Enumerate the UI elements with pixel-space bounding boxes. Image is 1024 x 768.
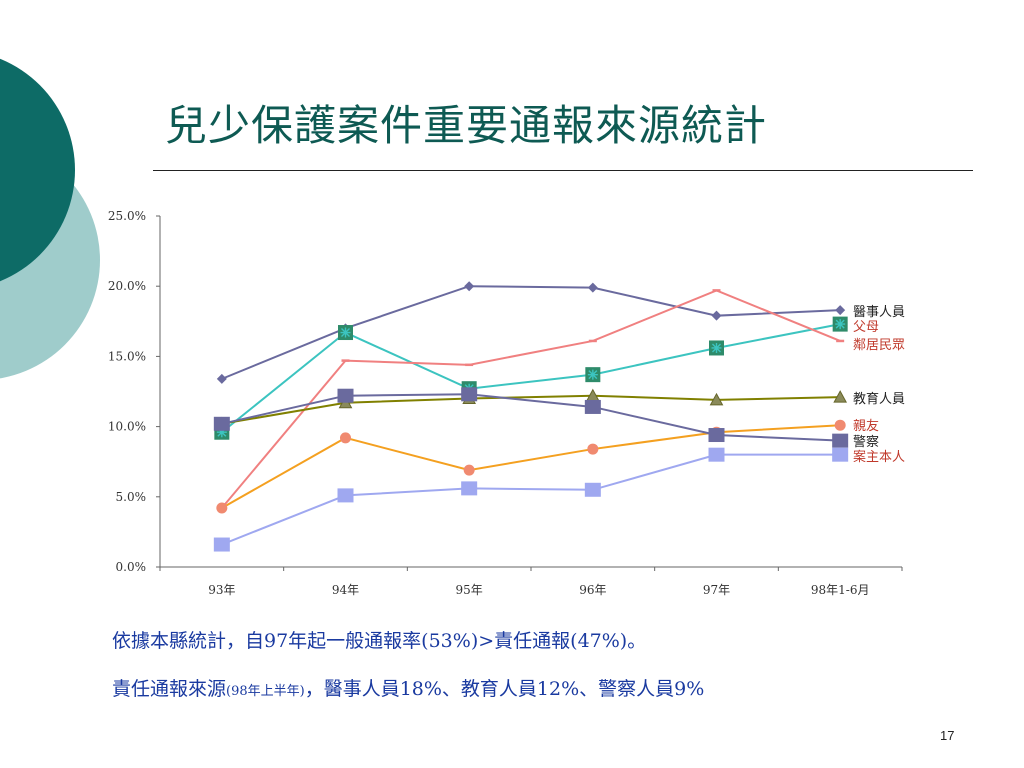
legend-label-3: 教育人員 [853,391,905,407]
data-point-diamond [711,310,722,321]
series-line [221,323,841,433]
series-line [221,289,841,509]
data-point-diamond [216,373,227,384]
data-point-star [709,340,724,356]
data-point-circle [834,419,846,431]
series-4 [216,419,846,514]
x-tick-label: 96年 [579,583,606,597]
data-point-square [584,399,601,414]
data-point-star [338,325,353,341]
title-divider [153,170,973,171]
series-5 [213,387,849,448]
note-line-1: 依據本縣統計，自97年起一般通報率(53%)>責任通報(47%)。 [112,626,646,653]
slide-title: 兒少保護案件重要通報來源統計 [165,101,768,150]
series-line [221,285,841,380]
data-point-star-glyph [835,319,846,330]
data-point-triangle [833,390,848,403]
chart-axes: 0.0% 5.0% 10.0% 15.0% 20.0% 25.0% 93年 94年 95年 96年… [108,209,903,597]
data-point-square [337,388,354,403]
series-line [221,394,841,425]
data-point-circle [340,432,351,444]
note-line-2-period: (98年上半年) [226,684,305,699]
data-point-square [708,428,725,443]
data-point-diamond [464,281,475,292]
y-tick-label: 20.0% [108,279,146,293]
data-point-square [832,447,849,462]
x-tick-label: 97年 [703,583,730,597]
x-tick-label: 94年 [332,583,359,597]
chart-series [213,281,849,552]
data-point-circle [587,443,599,455]
series-1 [214,316,848,440]
y-tick-label: 0.0% [116,560,147,574]
y-tick-label: 10.0% [108,420,146,434]
note-line-2-suffix: ，醫事人員18%、教育人員12%、警察人員9% [304,678,705,700]
x-tick-label: 95年 [456,583,483,597]
legend-label-0: 醫事人員 [853,305,905,320]
data-point-star-glyph [216,427,227,438]
note-line-1-text: 依據本縣統計，自97年起一般通報率(53%)>責任通報(47%)。 [112,630,647,652]
data-point-square [213,537,230,552]
legend-label-6: 案主本人 [853,450,905,465]
legend-label-4: 親友 [853,418,879,434]
data-point-square [461,387,478,402]
data-point-star [585,367,601,383]
legend-label-1: 父母 [853,320,879,335]
series-line [221,453,841,546]
series-0 [216,281,846,384]
legend-label-2: 鄰居民眾 [853,338,905,353]
decoration-dark-circle [0,58,75,282]
line-chart: 0.0% 5.0% 10.0% 15.0% 20.0% 25.0% 93年 94年 95年 96年… [108,209,905,597]
data-point-star-glyph [587,369,598,380]
data-point-triangle [709,392,724,406]
series-line [221,424,841,509]
y-tick-label: 15.0% [108,349,146,363]
data-point-square [337,488,354,503]
data-point-square [832,433,849,448]
x-tick-label: 93年 [208,583,235,597]
data-point-square [461,481,478,496]
series-3 [214,388,848,430]
data-point-square [584,482,601,497]
y-tick-label: 25.0% [108,209,146,223]
data-point-star-glyph [711,342,722,353]
y-tick-label: 5.0% [116,490,147,504]
legend-label-5: 警察 [853,434,879,450]
data-point-diamond [587,282,598,293]
data-point-circle [463,464,475,476]
data-point-circle [216,502,228,514]
data-point-square [708,447,725,462]
note-line-2: 責任通報來源(98年上半年)，醫事人員18%、教育人員12%、警察人員9% [112,674,704,701]
slide-decoration [0,58,100,379]
data-point-diamond [835,305,846,316]
data-point-star [832,316,848,332]
series-line [221,393,841,442]
x-tick-label: 98年1-6月 [811,583,870,597]
data-point-star-glyph [340,327,351,338]
series-6 [213,447,849,552]
page-number: 17 [940,728,955,743]
note-line-2-prefix: 責任通報來源 [112,678,227,700]
data-point-square [213,416,230,431]
